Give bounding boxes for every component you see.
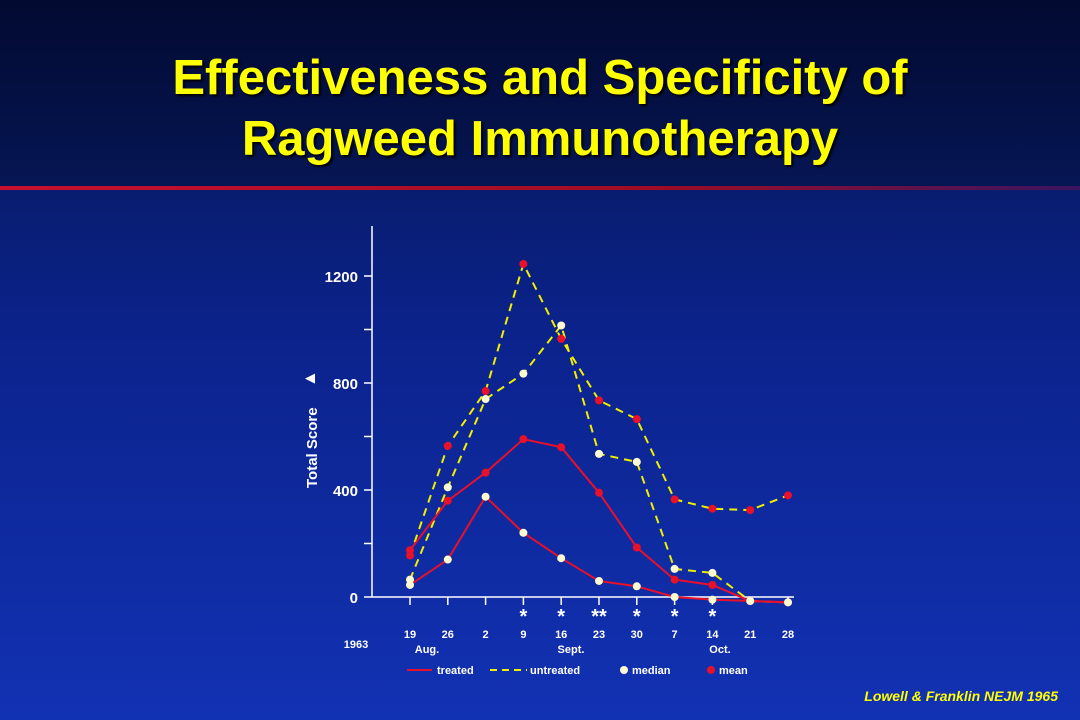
- slide-title-line-2: Ragweed Immunotherapy: [241, 112, 839, 166]
- treated-mean-point: [406, 546, 414, 555]
- chart-axes: [371, 226, 794, 598]
- x-tick-label: 16: [555, 629, 567, 641]
- treated-median-point: [406, 580, 414, 589]
- untreated-median-point: [595, 449, 603, 458]
- x-tick-label: 28: [782, 629, 794, 641]
- treated-mean-point: [481, 468, 490, 477]
- x-tick-label: 23: [593, 629, 605, 641]
- x-tick-label: 30: [631, 629, 643, 641]
- untreated-median-point: [519, 369, 528, 378]
- month-label-sept: Sept.: [558, 644, 585, 656]
- untreated-mean-line: [409, 261, 789, 556]
- citation: Lowell & Franklin NEJM 1965: [864, 688, 1058, 704]
- untreated-median-point: [481, 395, 490, 404]
- untreated-mean-point: [746, 506, 755, 515]
- slide-title: Effectiveness and Specificity of Ragweed…: [0, 48, 1080, 170]
- significance-marks: * * ** * * *: [520, 606, 717, 628]
- treated-mean-point: [708, 580, 717, 589]
- title-underline: [0, 186, 1080, 190]
- y-tick-label: 1200: [325, 269, 358, 286]
- legend-treated-label: treated: [437, 665, 474, 677]
- significance-mark: *: [671, 606, 679, 628]
- treated-mean-point: [443, 496, 452, 505]
- x-tick-label: 19: [404, 629, 416, 641]
- treated-mean-point: [519, 435, 528, 444]
- legend-median-label: median: [632, 665, 671, 677]
- treated-median-point: [784, 598, 792, 607]
- treated-mean-point: [670, 575, 679, 584]
- legend-mean-label: mean: [719, 665, 748, 677]
- legend-mean-marker: [707, 666, 715, 674]
- treated-median-point: [708, 595, 717, 604]
- chart-legend: treated untreated median mean: [407, 665, 748, 677]
- treated-median-point: [632, 582, 641, 591]
- significance-mark: **: [591, 606, 607, 628]
- treated-median-point: [443, 555, 452, 564]
- treated-median-point: [746, 597, 755, 606]
- y-ticks: 0 400 800 1200: [325, 269, 372, 607]
- y-axis-arrow: ▲: [300, 370, 319, 387]
- month-label-oct: Oct.: [709, 644, 730, 656]
- treated-mean-point: [632, 543, 641, 552]
- x-tick-label: 21: [744, 629, 756, 641]
- legend-untreated-label: untreated: [530, 665, 580, 677]
- treated-median-point: [670, 593, 679, 601]
- untreated-mean-point: [519, 259, 528, 268]
- treated-mean-point: [557, 443, 566, 452]
- untreated-median-point: [708, 568, 717, 577]
- untreated-mean-point: [481, 387, 490, 396]
- untreated-mean-point: [443, 441, 452, 450]
- untreated-mean-point: [708, 504, 717, 513]
- y-axis-label: Total Score: [304, 407, 321, 488]
- significance-mark: *: [633, 606, 641, 628]
- x-tick-label: 9: [520, 629, 526, 641]
- untreated-median-point: [557, 321, 566, 330]
- untreated-median-point: [632, 457, 641, 466]
- x-tick-label: 7: [672, 629, 678, 641]
- significance-mark: *: [557, 606, 565, 628]
- untreated-mean-point: [670, 495, 679, 504]
- x-tick-label: 14: [706, 629, 719, 641]
- y-tick-label: 0: [350, 590, 358, 607]
- month-label-aug: Aug.: [415, 644, 439, 656]
- title-banner: [0, 0, 1080, 190]
- untreated-mean-point: [632, 415, 641, 424]
- untreated-median-line: [409, 323, 789, 604]
- x-tick-label: 26: [442, 629, 454, 641]
- untreated-mean-point: [557, 334, 566, 343]
- treated-mean-point: [595, 488, 603, 497]
- series-layer: [406, 259, 792, 607]
- untreated-median-point: [443, 483, 452, 492]
- x-tick-label: 2: [483, 629, 489, 641]
- untreated-mean-point: [784, 491, 792, 500]
- untreated-median-point: [670, 564, 679, 573]
- legend-median-marker: [620, 666, 628, 674]
- treated-median-point: [481, 492, 490, 501]
- y-tick-label: 800: [333, 376, 358, 393]
- slide-title-line-1: Effectiveness and Specificity of: [172, 51, 908, 105]
- significance-mark: *: [520, 606, 528, 628]
- treated-median-point: [595, 576, 603, 585]
- treated-median-point: [557, 554, 566, 563]
- significance-mark: *: [709, 606, 717, 628]
- treated-median-point: [519, 528, 528, 537]
- untreated-mean-point: [595, 396, 603, 405]
- year-label: 1963: [344, 639, 368, 651]
- y-tick-label: 400: [333, 483, 358, 500]
